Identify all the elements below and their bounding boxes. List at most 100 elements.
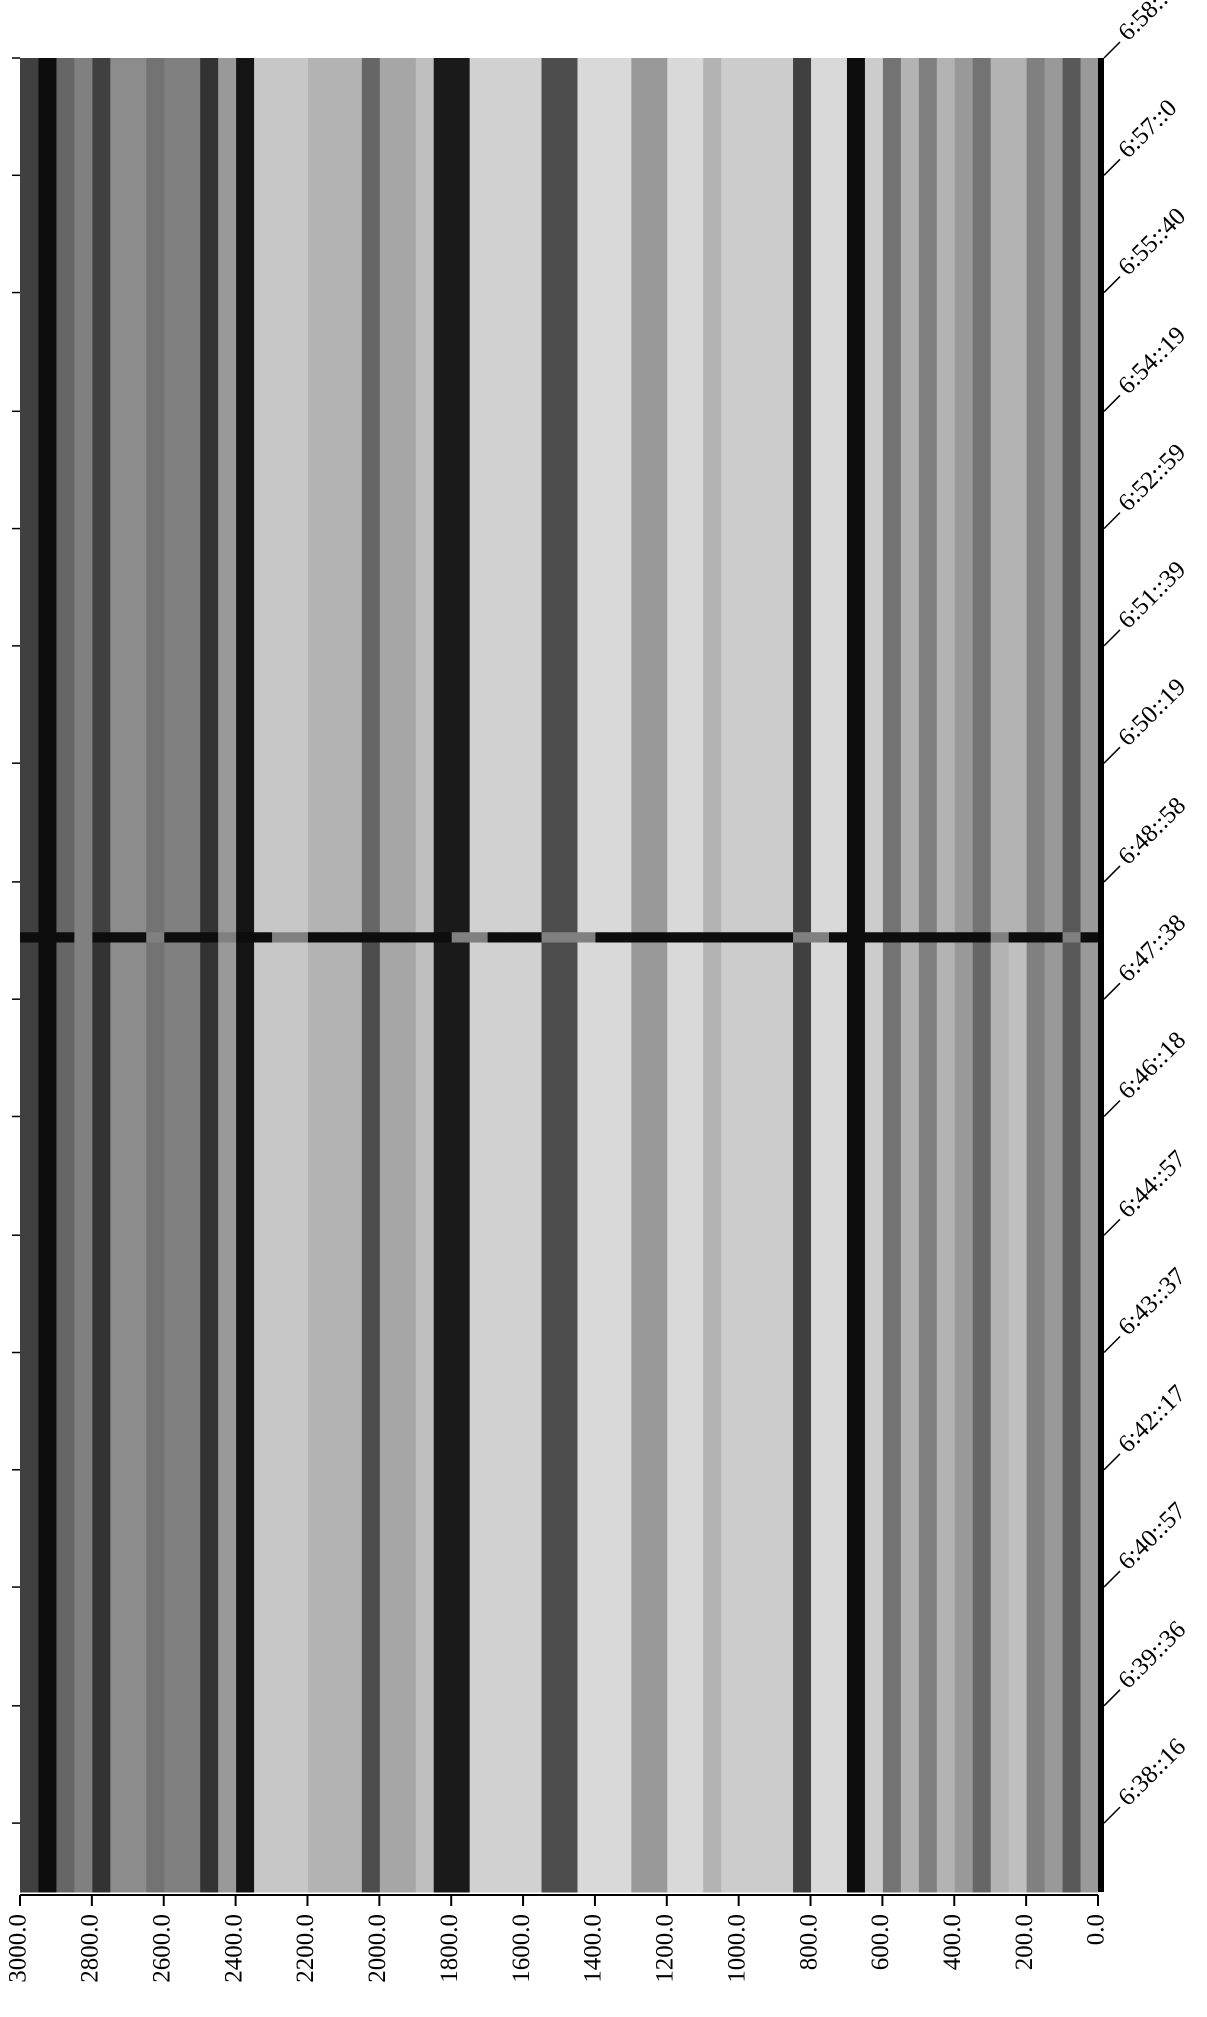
y-tick-label: 6:57::0 (1113, 94, 1182, 163)
y-tick-label: 6:40::57 (1113, 1497, 1191, 1575)
heatmap-cell (379, 942, 398, 1893)
heatmap-cell (127, 58, 147, 933)
heatmap-cell (37, 931, 57, 943)
heatmap-cell (882, 942, 901, 1893)
heatmap-cell (307, 931, 326, 943)
heatmap-cell (630, 931, 650, 943)
heatmap-cell (936, 58, 955, 933)
heatmap-cell (990, 931, 1009, 943)
heatmap-cell (451, 931, 470, 943)
heatmap-cell (1062, 942, 1081, 1893)
heatmap-cell (666, 58, 686, 933)
heatmap-cell (666, 942, 686, 1893)
heatmap-cell (918, 931, 937, 943)
heatmap-cell (289, 931, 308, 943)
heatmap-cell (235, 58, 255, 933)
heatmap-cell (433, 942, 452, 1893)
heatmap-cell (900, 931, 919, 943)
x-tick-label: 1600.0 (508, 1914, 535, 1983)
heatmap-cell (415, 58, 434, 933)
heatmap-cell (882, 931, 901, 943)
x-tick-label: 2000.0 (364, 1914, 391, 1983)
heatmap-cell (181, 931, 201, 943)
heatmap-cell (91, 58, 111, 933)
heatmap-cell (756, 942, 776, 1893)
heatmap-cell (559, 58, 578, 933)
heatmap-cell (433, 58, 452, 933)
y-tick-label: 6:48::58 (1113, 792, 1191, 870)
heatmap-cell (541, 931, 560, 943)
heatmap-cell (469, 931, 488, 943)
heatmap-cell (882, 58, 901, 933)
heatmap-cell (487, 58, 506, 933)
heatmap-cell (325, 931, 344, 943)
heatmap-cell (235, 931, 255, 943)
heatmap-cell (217, 931, 237, 943)
heatmap-cell (828, 58, 847, 933)
heatmap-cell (451, 942, 470, 1893)
heatmap-cell (864, 58, 883, 933)
y-tick (1103, 746, 1121, 764)
heatmap-cell (720, 942, 740, 1893)
heatmap-cell (738, 942, 758, 1893)
y-tick-label: 6:43::37 (1113, 1263, 1191, 1341)
y-tick (1103, 629, 1121, 647)
heatmap-cell (469, 58, 488, 933)
heatmap-cell (145, 942, 165, 1893)
heatmap-cell (253, 942, 273, 1893)
heatmap-cell (199, 942, 219, 1893)
heatmap-cell (594, 58, 614, 933)
heatmap-cell (576, 58, 596, 933)
heatmap-cell (648, 58, 668, 933)
heatmap-cell (145, 58, 165, 933)
heatmap-cell (289, 942, 308, 1893)
heatmap-cell (163, 58, 183, 933)
y-tick-label: 6:58::20 (1113, 0, 1191, 46)
y-tick (1103, 1453, 1121, 1471)
heatmap-cell (307, 942, 326, 1893)
heatmap-cell (792, 58, 812, 933)
heatmap-cell (325, 942, 344, 1893)
heatmap-cell (1080, 58, 1099, 933)
heatmap-cell (199, 931, 219, 943)
heatmap-cell (1026, 58, 1045, 933)
heatmap-cell (972, 942, 991, 1893)
heatmap-cell (109, 942, 129, 1893)
y-tick (1103, 865, 1121, 883)
heatmap-cell (397, 931, 416, 943)
heatmap-cell (559, 942, 578, 1893)
heatmap-cell (55, 942, 75, 1893)
heatmap-cell (217, 942, 237, 1893)
heatmap-cell (361, 931, 380, 943)
heatmap-cell (576, 931, 596, 943)
heatmap-cell (163, 942, 183, 1893)
heatmap-cell (1080, 931, 1099, 943)
heatmap-cell (343, 58, 362, 933)
heatmap-cell (846, 58, 865, 933)
heatmap-cell (774, 931, 794, 943)
heatmap-cell (828, 931, 847, 943)
heatmap-cell (379, 931, 398, 943)
x-tick-label: 2400.0 (220, 1914, 247, 1983)
x-tick-label: 600.0 (867, 1914, 894, 1970)
heatmap-cell (541, 942, 560, 1893)
heatmap-cell (415, 942, 434, 1893)
x-tick-label: 200.0 (1011, 1914, 1038, 1970)
heatmap-cell (271, 931, 290, 943)
x-tick-label: 0.0 (1083, 1914, 1110, 1945)
heatmap-cell (1080, 942, 1099, 1893)
heatmap-cell (954, 942, 973, 1893)
heatmap-cell (864, 931, 883, 943)
heatmap-cell (397, 58, 416, 933)
heatmap-cell (1062, 931, 1081, 943)
heatmap-cell (684, 942, 704, 1893)
heatmap-cell (37, 58, 57, 933)
heatmap-cell (523, 931, 542, 943)
heatmap-cell (415, 931, 434, 943)
y-tick-label: 6:42::17 (1113, 1380, 1191, 1458)
heatmap-cell (20, 931, 39, 943)
heatmap-cell (612, 58, 632, 933)
heatmap-cell (379, 58, 398, 933)
heatmap-cell (810, 942, 829, 1893)
heatmap-cell (846, 931, 865, 943)
